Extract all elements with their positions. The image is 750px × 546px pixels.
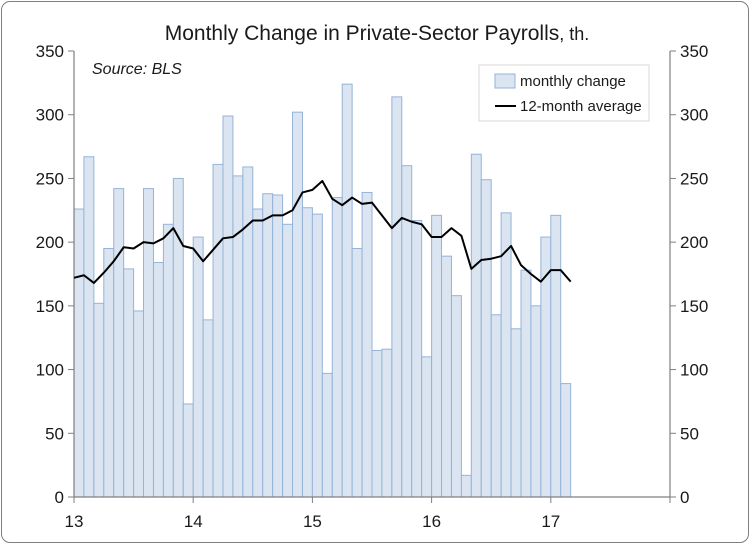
chart-title-group: Monthly Change in Private-Sector Payroll…	[165, 22, 590, 45]
bar	[480, 179, 492, 498]
bar	[252, 208, 264, 498]
x-tick-label: 17	[541, 512, 560, 531]
bar	[411, 219, 423, 498]
bar	[172, 177, 184, 498]
bar	[490, 314, 502, 498]
bar	[460, 474, 472, 498]
bar	[152, 262, 164, 498]
bar	[272, 194, 284, 498]
bar	[73, 208, 85, 498]
bar	[182, 403, 194, 498]
bar	[212, 163, 224, 498]
y-tick-label-left: 0	[55, 488, 64, 507]
chart-title: Monthly Change in Private-Sector Payroll…	[165, 22, 590, 45]
legend-label-bars: monthly change	[520, 73, 626, 90]
bar	[123, 268, 135, 498]
bar	[103, 248, 115, 498]
bar	[351, 248, 363, 498]
bar	[510, 328, 522, 498]
y-tick-label-left: 350	[36, 42, 64, 61]
bar	[381, 348, 393, 498]
bar	[560, 383, 572, 498]
bar	[431, 214, 443, 498]
y-tick-label-right: 100	[680, 361, 708, 380]
bar	[232, 175, 244, 498]
bars-layer	[73, 83, 572, 498]
bar	[530, 305, 542, 498]
y-tick-label-right: 200	[680, 233, 708, 252]
bar	[321, 372, 333, 498]
bar	[242, 166, 254, 498]
bar	[202, 319, 214, 498]
bar	[341, 83, 353, 498]
average-line	[73, 179, 572, 284]
y-tick-label-right: 50	[680, 424, 699, 443]
bar	[391, 96, 403, 498]
bar	[93, 302, 105, 498]
bar	[262, 193, 274, 498]
y-tick-label-left: 150	[36, 297, 64, 316]
y-tick-label-left: 100	[36, 361, 64, 380]
y-tick-label-right: 300	[680, 106, 708, 125]
bar	[550, 214, 562, 498]
x-tick-label: 14	[184, 512, 203, 531]
bar	[401, 165, 413, 498]
y-tick-label-right: 0	[680, 488, 689, 507]
bar	[421, 356, 433, 498]
legend-bar-swatch	[494, 73, 516, 89]
bar	[311, 213, 323, 498]
bar	[331, 197, 343, 498]
y-tick-label-right: 350	[680, 42, 708, 61]
bar	[133, 310, 145, 498]
bar	[113, 188, 125, 498]
x-tick-label: 15	[303, 512, 322, 531]
legend-label-line: 12-month average	[520, 98, 642, 115]
y-tick-label-left: 250	[36, 169, 64, 188]
bar	[441, 255, 452, 498]
y-tick-label-left: 50	[45, 424, 64, 443]
line-layer	[73, 179, 572, 284]
bar	[192, 236, 204, 498]
x-tick-label: 13	[65, 512, 84, 531]
y-tick-label-right: 150	[680, 297, 708, 316]
axes-layer: 0 0 50 50 100 100 150 150 200 200 250 250 300 300 350 3…	[36, 42, 709, 531]
bar	[162, 223, 174, 498]
bar	[301, 207, 313, 498]
bar	[470, 153, 482, 498]
y-tick-label-left: 200	[36, 233, 64, 252]
bar	[292, 111, 303, 498]
bar	[361, 191, 373, 498]
y-tick-label-right: 250	[680, 169, 708, 188]
source-label: Source: BLS	[92, 61, 182, 78]
bar	[282, 223, 294, 498]
y-tick-label-left: 300	[36, 106, 64, 125]
bar	[143, 188, 154, 498]
legend: monthly change 12-month average	[478, 64, 650, 122]
bar	[450, 295, 462, 498]
bar	[520, 269, 532, 498]
x-tick-label: 16	[422, 512, 441, 531]
bar	[83, 156, 95, 498]
bar	[371, 349, 383, 498]
bar	[222, 115, 234, 498]
